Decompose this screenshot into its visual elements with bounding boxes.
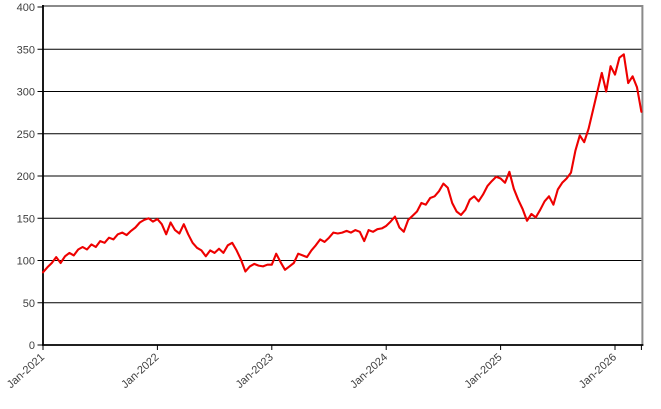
x-axis-tick-label: Jan-2022 [119,351,161,391]
y-axis-tick-label: 300 [17,87,35,99]
y-axis-tick-label: 250 [17,129,35,141]
x-axis-tick-label: Jan-2021 [5,351,47,391]
y-axis-tick-label: 200 [17,171,35,183]
x-axis-tick-label: Jan-2023 [234,351,276,391]
y-axis-tick-label: 0 [29,340,35,352]
y-axis-tick-label: 50 [23,298,35,310]
y-axis-tick-label: 350 [17,44,35,56]
x-axis-tick-label: Jan-2025 [462,351,504,391]
y-axis-tick-label: 100 [17,256,35,268]
y-axis-tick-label: 150 [17,213,35,225]
x-axis-tick-label: Jan-2024 [348,351,390,391]
plot-border [42,5,644,345]
price-series-line [41,53,643,274]
x-axis-tick-label: Jan-2026 [577,351,619,391]
y-axis-tick-label: 400 [17,2,35,14]
